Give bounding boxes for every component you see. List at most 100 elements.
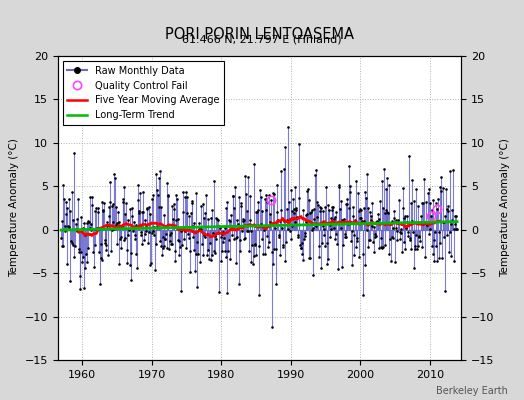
Point	[216, 234, 225, 240]
Point	[118, 196, 127, 202]
Point	[441, 288, 449, 294]
Point	[199, 200, 207, 207]
Point	[427, 212, 435, 219]
Point	[385, 251, 394, 258]
Point	[326, 215, 335, 222]
Point	[163, 180, 171, 186]
Point	[249, 253, 258, 259]
Point	[140, 237, 148, 244]
Point	[119, 198, 127, 205]
Point	[145, 229, 154, 235]
Point	[258, 236, 267, 242]
Point	[375, 245, 384, 251]
Point	[194, 220, 203, 226]
Point	[191, 267, 199, 274]
Point	[341, 230, 349, 237]
Point	[335, 182, 344, 188]
Point	[146, 262, 154, 268]
Point	[397, 226, 406, 233]
Point	[308, 227, 316, 234]
Point	[225, 237, 233, 243]
Point	[351, 217, 359, 223]
Point	[298, 240, 306, 246]
Point	[235, 248, 244, 254]
Point	[158, 233, 167, 240]
Point	[183, 194, 192, 200]
Point	[428, 242, 436, 249]
Point	[386, 236, 395, 242]
Point	[328, 204, 336, 210]
Point	[275, 234, 283, 240]
Point	[206, 257, 215, 263]
Point	[259, 224, 267, 230]
Point	[62, 199, 71, 206]
Point	[148, 196, 156, 202]
Point	[139, 209, 148, 215]
Point	[208, 252, 216, 258]
Point	[243, 228, 251, 234]
Point	[102, 247, 110, 253]
Point	[373, 218, 381, 224]
Point	[155, 204, 163, 210]
Point	[211, 233, 220, 239]
Point	[402, 212, 411, 219]
Point	[384, 210, 392, 216]
Point	[107, 248, 115, 254]
Point	[286, 228, 294, 234]
Point	[302, 212, 311, 218]
Point	[364, 244, 372, 250]
Point	[331, 236, 339, 242]
Point	[103, 219, 111, 225]
Point	[263, 233, 271, 239]
Point	[151, 266, 159, 273]
Point	[124, 232, 132, 238]
Point	[288, 208, 297, 214]
Point	[159, 244, 167, 251]
Point	[429, 197, 438, 203]
Point	[245, 217, 254, 223]
Point	[215, 288, 223, 295]
Point	[378, 244, 387, 251]
Point	[129, 225, 138, 231]
Point	[424, 190, 432, 196]
Point	[285, 198, 293, 205]
Point	[309, 224, 317, 231]
Point	[432, 200, 440, 206]
Point	[431, 242, 440, 249]
Point	[339, 217, 347, 223]
Point	[450, 258, 458, 264]
Point	[222, 254, 231, 261]
Point	[126, 276, 135, 283]
Point	[425, 186, 433, 192]
Point	[96, 241, 105, 247]
Point	[280, 218, 289, 224]
Point	[408, 177, 416, 184]
Point	[134, 197, 143, 204]
Point	[256, 186, 264, 193]
Point	[162, 245, 171, 251]
Point	[272, 246, 280, 252]
Point	[390, 215, 398, 221]
Point	[306, 210, 314, 217]
Point	[173, 196, 181, 202]
Text: Berkeley Earth: Berkeley Earth	[436, 386, 508, 396]
Point	[403, 228, 412, 235]
Point	[150, 224, 159, 231]
Point	[193, 284, 202, 290]
Point	[109, 219, 117, 225]
Point	[182, 245, 191, 251]
Point	[112, 222, 120, 229]
Point	[204, 247, 212, 254]
Point	[419, 220, 427, 227]
Point	[392, 236, 401, 243]
Point	[88, 194, 96, 200]
Point	[318, 240, 326, 246]
Point	[268, 190, 277, 196]
Point	[356, 206, 365, 212]
Point	[113, 241, 122, 248]
Point	[277, 167, 285, 174]
Point	[355, 215, 364, 222]
Point	[169, 216, 177, 223]
Point	[82, 251, 90, 257]
Point	[453, 226, 461, 232]
